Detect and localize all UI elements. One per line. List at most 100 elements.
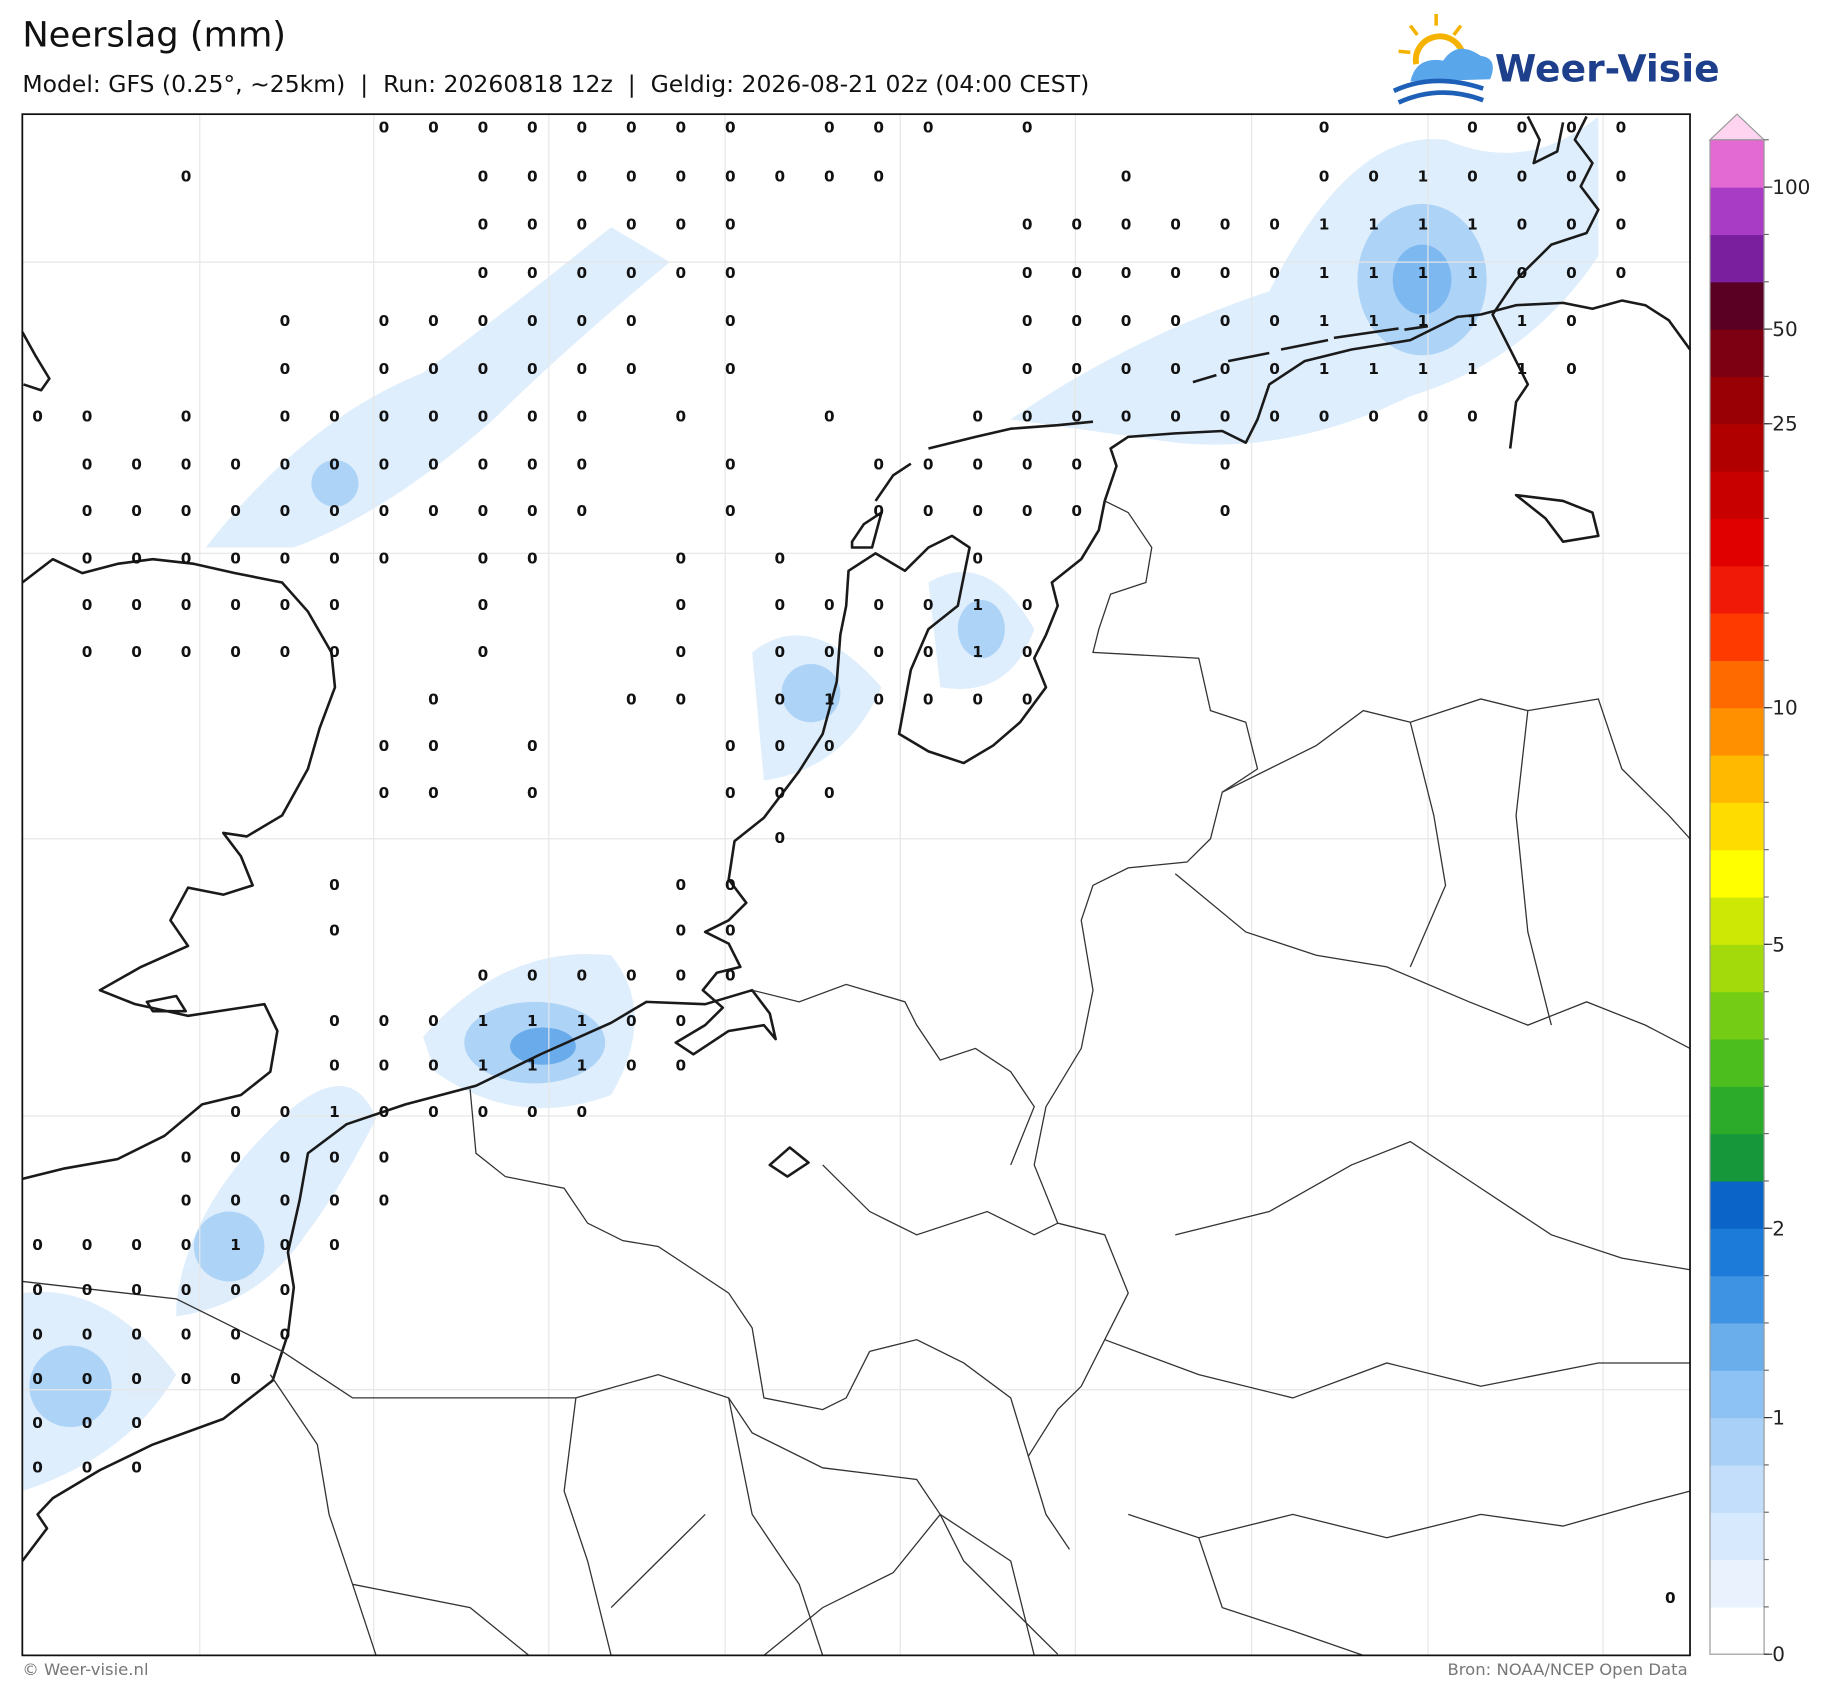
logo-icon	[1392, 13, 1493, 105]
grid-value: 0	[428, 1056, 439, 1074]
grid-value: 0	[1566, 168, 1577, 186]
grid-value: 0	[428, 455, 439, 473]
grid-value: 0	[131, 455, 142, 473]
colorbar-bin	[1710, 565, 1765, 614]
grid-value: 0	[1517, 264, 1528, 282]
grid-value: 0	[82, 1414, 93, 1432]
grid-value: 0	[774, 691, 785, 709]
grid-value: 0	[676, 691, 687, 709]
colorbar-bin	[1710, 944, 1765, 993]
grid-value: 0	[1071, 360, 1082, 378]
grid-value: 0	[1319, 119, 1330, 137]
grid-value: 0	[577, 967, 588, 985]
grid-value: 0	[280, 1103, 291, 1121]
grid-value: 0	[131, 1281, 142, 1299]
grid-value: 0	[1022, 455, 1033, 473]
grid-value: 0	[824, 408, 835, 426]
colorbar-bin	[1710, 234, 1765, 283]
grid-value: 0	[873, 596, 884, 614]
grid-value: 0	[280, 1148, 291, 1166]
grid-value: 0	[329, 550, 340, 568]
grid-value: 0	[181, 168, 192, 186]
grid-values: 0 0 0 0 0 0 0 0 0 0 0 0 0 0 0 0 0 0 0 0 0 0 0 0 0 0 0 0 0 0 1 0 0 0 0 0 0 0 0 0…	[32, 119, 1675, 1607]
grid-value: 0	[725, 215, 736, 233]
grid-value: 0	[676, 264, 687, 282]
grid-value: 0	[1517, 215, 1528, 233]
grid-value: 0	[131, 1326, 142, 1344]
colorbar-bin	[1710, 755, 1765, 803]
grid-value: 0	[1269, 360, 1280, 378]
grid-value: 0	[131, 502, 142, 520]
grid-value: 0	[1170, 408, 1181, 426]
grid-value: 0	[329, 596, 340, 614]
grid-value: 0	[527, 360, 538, 378]
grid-value: 0	[676, 1056, 687, 1074]
grid-value: 0	[1616, 264, 1627, 282]
colorbar-tick-label: 10	[1772, 697, 1797, 720]
grid-value: 0	[131, 1236, 142, 1254]
grid-value: 0	[329, 455, 340, 473]
grid-value: 0	[577, 360, 588, 378]
grid-value: 0	[428, 1012, 439, 1030]
grid-value: 0	[82, 643, 93, 661]
grid-value: 1	[1467, 264, 1478, 282]
grid-value: 0	[676, 168, 687, 186]
grid-value: 0	[1368, 168, 1379, 186]
grid-value: 0	[1319, 408, 1330, 426]
grid-value: 0	[280, 408, 291, 426]
grid-value: 0	[379, 455, 390, 473]
grid-value: 1	[1467, 312, 1478, 330]
grid-value: 0	[577, 312, 588, 330]
grid-value: 0	[1220, 455, 1231, 473]
grid-value: 1	[1319, 264, 1330, 282]
grid-value: 0	[1170, 264, 1181, 282]
grid-value: 0	[676, 408, 687, 426]
grid-value: 0	[676, 1012, 687, 1030]
grid-value: 0	[1220, 502, 1231, 520]
grid-value: 0	[181, 596, 192, 614]
grid-value: 0	[181, 1370, 192, 1388]
grid-value: 0	[725, 455, 736, 473]
colorbar-bin	[1710, 896, 1765, 945]
grid-value: 0	[1170, 215, 1181, 233]
grid-value: 0	[478, 596, 489, 614]
grid-value: 0	[972, 408, 983, 426]
grid-value: 0	[577, 168, 588, 186]
grid-value: 0	[527, 312, 538, 330]
grid-value: 0	[824, 784, 835, 802]
colorbar-bin	[1710, 802, 1765, 851]
grid-value: 1	[824, 691, 835, 709]
grid-value: 0	[379, 502, 390, 520]
grid-value: 0	[626, 1012, 637, 1030]
grid-value: 1	[1418, 264, 1429, 282]
grid-value: 0	[280, 360, 291, 378]
grid-value: 1	[230, 1236, 241, 1254]
grid-value: 1	[1517, 312, 1528, 330]
grid-value: 0	[131, 1370, 142, 1388]
grid-value: 1	[1319, 312, 1330, 330]
grid-value: 0	[1269, 264, 1280, 282]
grid-value: 0	[131, 550, 142, 568]
grid-value: 0	[725, 921, 736, 939]
grid-value: 0	[1022, 360, 1033, 378]
grid-value: 1	[1368, 312, 1379, 330]
grid-value: 0	[32, 1281, 43, 1299]
grid-value: 0	[873, 691, 884, 709]
colorbar-bin	[1710, 849, 1765, 898]
colorbar-bin	[1710, 991, 1765, 1040]
grid-value: 0	[1467, 408, 1478, 426]
grid-value: 0	[1022, 408, 1033, 426]
grid-value: 0	[972, 691, 983, 709]
grid-value: 0	[478, 408, 489, 426]
grid-value: 0	[428, 360, 439, 378]
grid-value: 1	[1319, 360, 1330, 378]
grid-value: 0	[1071, 264, 1082, 282]
grid-value: 0	[527, 967, 538, 985]
grid-value: 0	[1170, 312, 1181, 330]
grid-value: 0	[527, 502, 538, 520]
grid-value: 0	[230, 1103, 241, 1121]
grid-value: 0	[478, 643, 489, 661]
grid-value: 0	[82, 596, 93, 614]
grid-value: 0	[1022, 312, 1033, 330]
grid-value: 0	[1022, 502, 1033, 520]
